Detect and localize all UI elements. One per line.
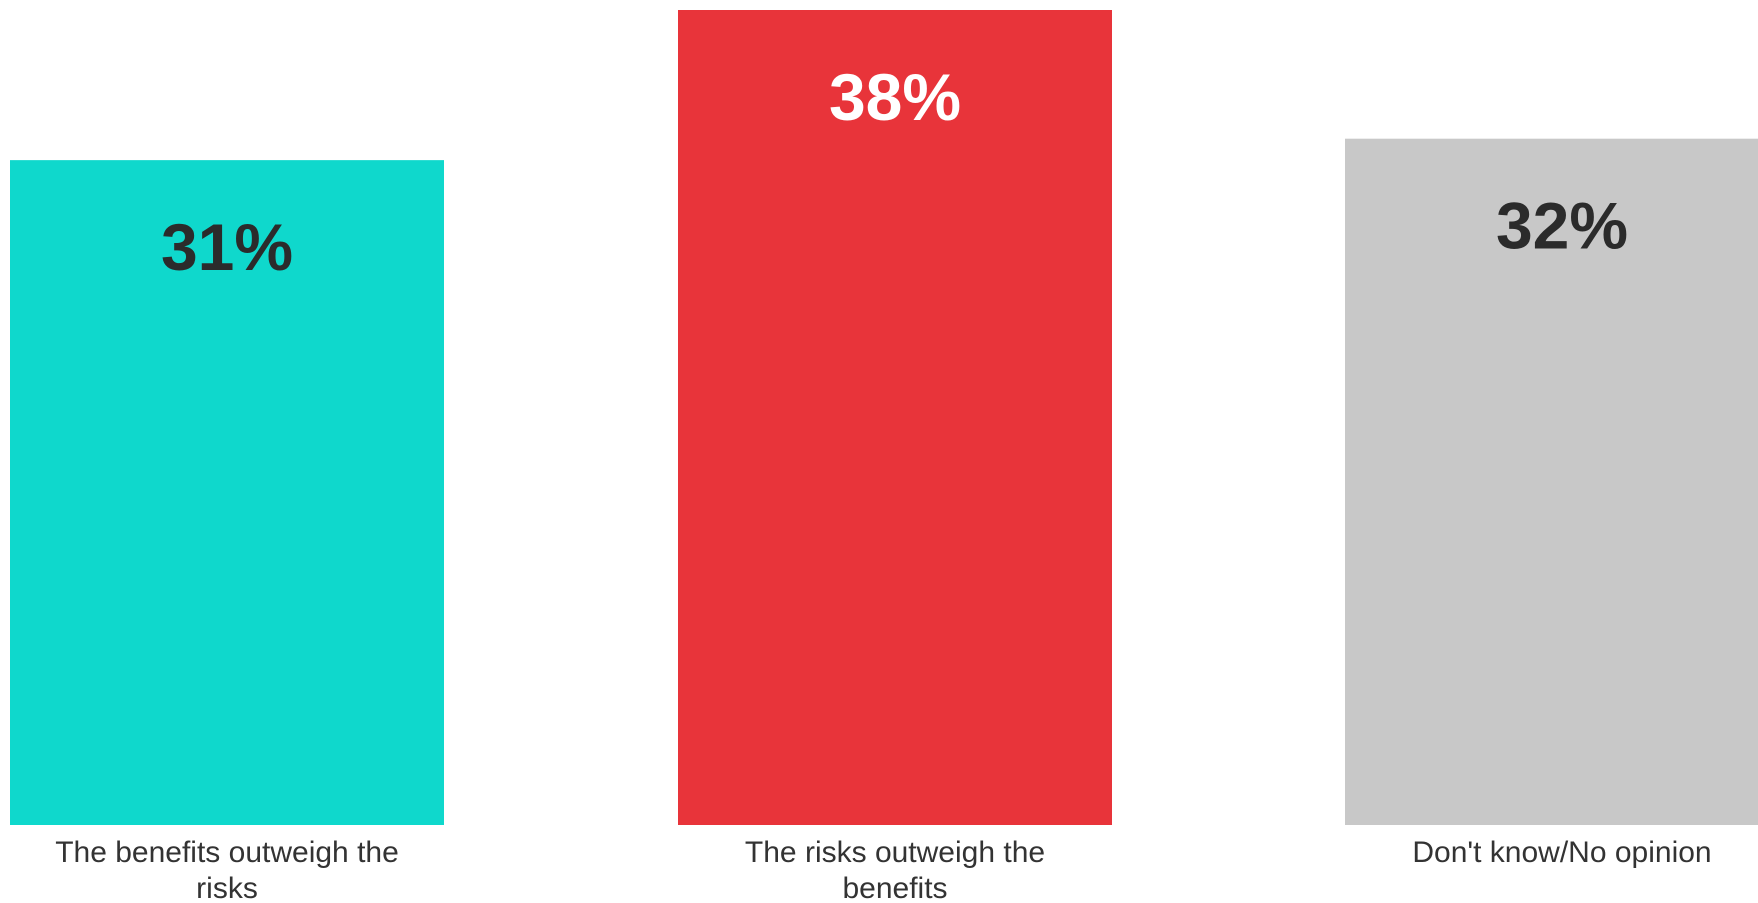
category-labels-layer: The benefits outweigh the risks The risks … — [55, 836, 1711, 903]
category-label-line: The risks outweigh the — [745, 836, 1045, 869]
category-label-line: risks — [196, 872, 258, 903]
category-label-1: The benefits outweigh the risks — [55, 836, 399, 903]
bar-value-label-3: 32% — [1496, 189, 1628, 263]
bar-value-label-2: 38% — [829, 60, 961, 134]
category-label-2: The risks outweigh the benefits — [745, 836, 1045, 903]
bars-layer — [10, 10, 1758, 825]
bar-3 — [1345, 138, 1758, 825]
bar-2 — [678, 10, 1112, 825]
value-labels-layer: 31% 38% 32% — [161, 60, 1628, 284]
bar-1 — [10, 160, 444, 825]
category-label-3: Don't know/No opinion — [1412, 836, 1711, 869]
category-label-line: benefits — [842, 872, 947, 903]
bar-value-label-1: 31% — [161, 210, 293, 284]
category-label-line: The benefits outweigh the — [55, 836, 399, 869]
category-label-line: Don't know/No opinion — [1412, 836, 1711, 869]
